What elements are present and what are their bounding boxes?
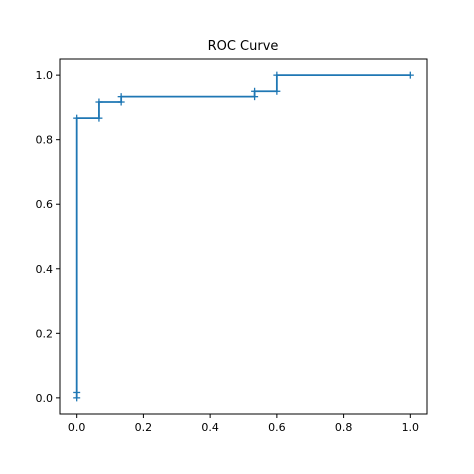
x-tick-label: 0.6: [268, 421, 286, 434]
x-tick-label: 0.2: [135, 421, 153, 434]
chart-title: ROC Curve: [208, 39, 279, 54]
axes-frame: [59, 58, 428, 415]
plot-area: 0.0 0.2 0.4 0.6 0.8 1.0 0.0 0.2 0.4 0.6 0.8 1.0: [36, 58, 428, 434]
roc-point-marker: [73, 114, 81, 122]
roc-point-marker: [73, 388, 81, 396]
x-tick-label: 0.4: [201, 421, 219, 434]
roc-point-marker: [273, 87, 281, 95]
roc-point-marker: [406, 71, 414, 79]
roc-point-marker: [95, 98, 103, 106]
x-tick-label: 0.8: [335, 421, 353, 434]
roc-point-marker: [117, 93, 125, 101]
roc-point-marker: [251, 87, 259, 95]
y-tick-label: 0.6: [36, 198, 54, 211]
roc-curve-line: [75, 74, 411, 398]
y-tick-label: 0.4: [36, 263, 54, 276]
roc-point-marker: [273, 71, 281, 79]
x-tick-label: 0.0: [68, 421, 86, 434]
y-tick-label: 0.2: [36, 327, 54, 340]
y-tick-label: 0.8: [36, 134, 54, 147]
y-tick-label: 0.0: [36, 392, 54, 405]
x-tick-label: 1.0: [402, 421, 420, 434]
roc-point-marker: [95, 114, 103, 122]
y-tick-label: 1.0: [36, 69, 54, 82]
